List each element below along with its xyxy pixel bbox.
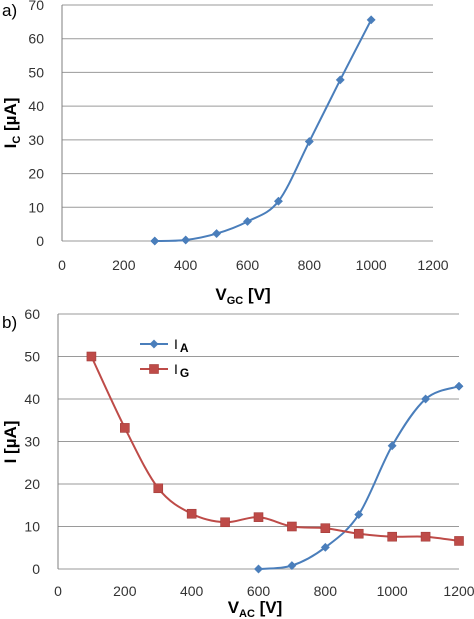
data-point xyxy=(273,196,283,206)
y-axis-title: IC [µA] xyxy=(1,98,23,149)
y-tick-label: 30 xyxy=(24,434,40,450)
chart-panel-a: 0 10 20 30 40 50 60 70 0 200 400 600 800 1000 1200 a) VG… xyxy=(1,0,449,307)
y-tick-label: 60 xyxy=(28,31,44,47)
y-tick-label: 50 xyxy=(24,349,40,365)
data-point xyxy=(387,441,397,451)
y-tick-label: 20 xyxy=(24,476,40,492)
x-tick-label: 800 xyxy=(314,583,338,599)
y-tick-label: 10 xyxy=(24,519,40,535)
data-point xyxy=(86,351,97,362)
series-line xyxy=(258,385,460,570)
y-tick-label: 20 xyxy=(28,166,44,182)
panel-label: a) xyxy=(2,1,17,20)
x-tick-label: 400 xyxy=(174,257,198,273)
data-point xyxy=(454,536,464,546)
x-tick-label: 600 xyxy=(247,583,271,599)
data-point xyxy=(366,15,376,25)
data-point xyxy=(335,75,345,85)
data-point xyxy=(253,512,264,522)
data-point xyxy=(320,523,331,534)
y-tick-label: 40 xyxy=(28,98,44,114)
data-point xyxy=(320,542,330,552)
data-point xyxy=(242,216,253,226)
data-point xyxy=(186,508,197,519)
data-point xyxy=(304,136,314,147)
data-point xyxy=(454,381,464,391)
data-point xyxy=(150,236,160,246)
data-point xyxy=(421,394,431,404)
data-point xyxy=(353,528,364,539)
y-tick-label: 60 xyxy=(24,306,40,322)
x-tick-label: 1200 xyxy=(443,583,474,599)
x-tick-label: 0 xyxy=(58,257,66,273)
y-tick-label: 40 xyxy=(24,391,40,407)
y-tick-label: 70 xyxy=(28,0,44,13)
data-point xyxy=(220,517,230,528)
y-tick-label: 50 xyxy=(28,64,44,80)
data-point xyxy=(181,235,191,245)
data-point xyxy=(120,423,130,433)
data-point xyxy=(420,531,431,542)
panel-label: b) xyxy=(2,313,17,332)
y-tick-label: 30 xyxy=(28,132,44,148)
x-tick-label: 800 xyxy=(298,257,322,273)
y-axis-title: I [µA] xyxy=(1,421,20,464)
x-axis-title: VAC [V] xyxy=(228,598,283,619)
x-tick-label: 0 xyxy=(54,583,62,599)
data-point xyxy=(253,564,264,574)
y-tick-label: 0 xyxy=(32,561,40,577)
data-point xyxy=(153,483,164,494)
series-line xyxy=(90,356,460,542)
x-tick-label: 1000 xyxy=(356,257,387,273)
data-point xyxy=(387,531,397,542)
data-point xyxy=(212,229,222,239)
data-point xyxy=(287,521,297,532)
data-point xyxy=(354,510,364,520)
series-line xyxy=(154,19,373,242)
x-tick-label: 200 xyxy=(113,583,137,599)
y-tick-label: 10 xyxy=(28,199,44,215)
data-point xyxy=(287,561,297,571)
x-tick-label: 1200 xyxy=(417,257,448,273)
x-tick-label: 200 xyxy=(112,257,136,273)
legend-marker xyxy=(149,364,159,374)
x-tick-label: 600 xyxy=(236,257,260,273)
x-axis-title: VGC [V] xyxy=(215,285,270,307)
y-tick-label: 0 xyxy=(36,233,44,249)
x-tick-label: 400 xyxy=(180,583,204,599)
x-tick-label: 1000 xyxy=(377,583,408,599)
legend-marker xyxy=(149,339,159,349)
